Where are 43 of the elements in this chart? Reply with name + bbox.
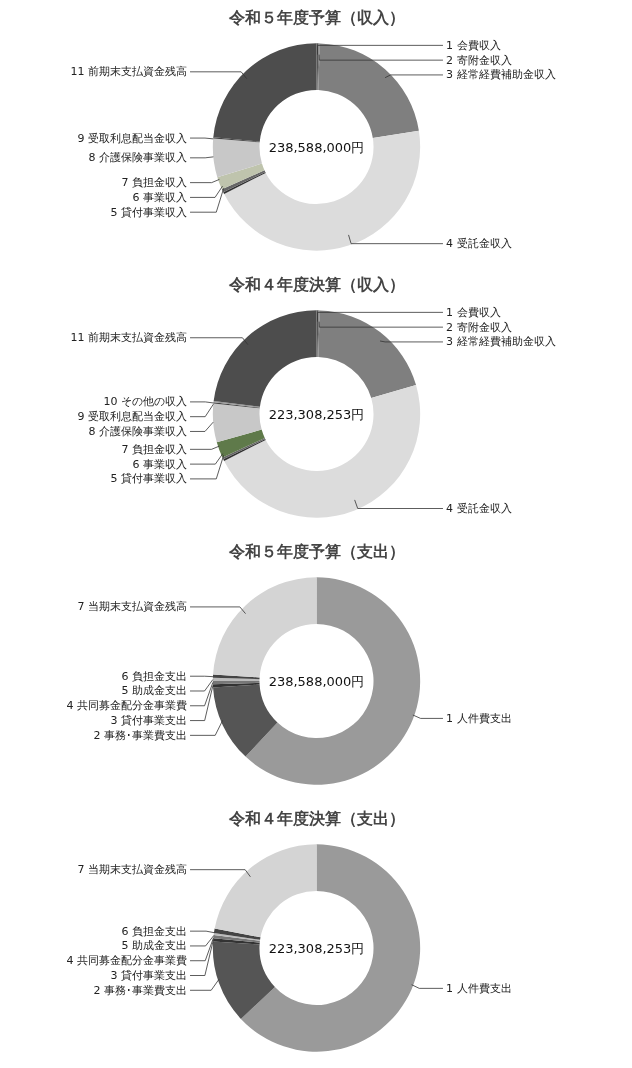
slice-label: 4 共同募金配分金事業費 bbox=[66, 954, 187, 968]
slice-label: 11 前期末支払資金残高 bbox=[70, 65, 187, 79]
slice-label: 7 負担金収入 bbox=[121, 176, 187, 190]
slice-label: 7 当期末支払資金残高 bbox=[77, 863, 187, 877]
chart-title: 令和５年度予算（支出） bbox=[227, 541, 405, 561]
slice-label: 5 貸付事業収入 bbox=[110, 472, 187, 486]
slice-label: 7 当期末支払資金残高 bbox=[77, 600, 187, 614]
slice-label: 3 経常経費補助金収入 bbox=[446, 335, 556, 349]
slice-label: 1 会費収入 bbox=[446, 38, 501, 52]
slice-label: 3 貸付事業支出 bbox=[110, 714, 187, 728]
slice-label: 6 負担金支出 bbox=[121, 669, 187, 683]
slice-label: 6 負担金支出 bbox=[121, 924, 187, 938]
slice-label: 11 前期末支払資金残高 bbox=[70, 331, 187, 345]
text: 238,588,000円 bbox=[268, 673, 365, 689]
slice-label: 2 事務･事業費支出 bbox=[93, 983, 187, 997]
slice-label: 3 貸付事業支出 bbox=[110, 969, 187, 983]
slice-label: 5 助成金支出 bbox=[121, 939, 187, 953]
slice-label: 6 事業収入 bbox=[132, 190, 187, 204]
text: 223,308,253円 bbox=[268, 406, 365, 422]
slice-label: 4 受託金収入 bbox=[446, 502, 512, 515]
text: 238,588,000円 bbox=[268, 139, 365, 155]
text: 223,308,253円 bbox=[268, 940, 365, 956]
slice-label: 10 その他の収入 bbox=[103, 395, 187, 409]
slice-label: 4 受託金収入 bbox=[446, 237, 512, 251]
slice-label: 8 介護保険事業収入 bbox=[88, 151, 187, 165]
slice-label: 4 共同募金配分金事業費 bbox=[66, 699, 187, 713]
slice-label: 5 貸付事業収入 bbox=[110, 205, 187, 219]
chart-title: 令和４年度決算（収入） bbox=[227, 274, 405, 294]
slice-label: 3 経常経費補助金収入 bbox=[446, 68, 556, 82]
slice-label: 2 事務･事業費支出 bbox=[93, 728, 187, 742]
chart-title: 令和４年度決算（支出） bbox=[227, 808, 405, 828]
slice-label: 2 寄附金収入 bbox=[446, 320, 512, 334]
slice-label: 1 人件費支出 bbox=[446, 981, 512, 995]
slice-label: 6 事業収入 bbox=[132, 457, 187, 471]
slice-label: 8 介護保険事業収入 bbox=[88, 424, 187, 438]
slice-label: 9 受取利息配当金収入 bbox=[77, 131, 187, 145]
slice-label: 7 負担金収入 bbox=[121, 442, 187, 456]
slice-label: 5 助成金支出 bbox=[121, 684, 187, 698]
chart-title: 令和５年度予算（収入） bbox=[227, 7, 405, 27]
slice-label: 9 受取利息配当金収入 bbox=[77, 410, 187, 424]
slice-label: 2 寄附金収入 bbox=[446, 53, 512, 67]
slice-label: 1 人件費支出 bbox=[446, 711, 512, 725]
slice-label: 1 会費収入 bbox=[446, 305, 501, 319]
